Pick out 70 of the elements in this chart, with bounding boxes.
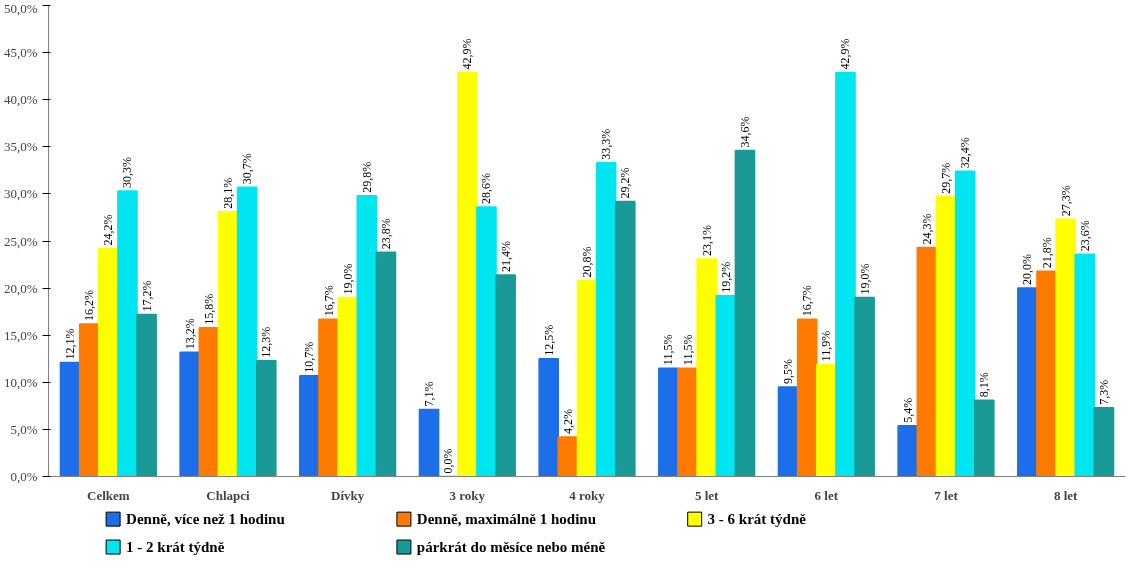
legend-label: 1 - 2 krát týdně (126, 539, 225, 556)
data-label: 28,1% (221, 177, 235, 209)
x-tick-label: 4 roky (569, 487, 606, 503)
data-label: 15,8% (201, 293, 216, 325)
y-tick-label: 25,0% (3, 233, 38, 249)
y-tick-label: 5,0% (10, 421, 38, 437)
data-label: 27,3% (1058, 185, 1073, 217)
x-tick-label: Dívky (331, 487, 365, 503)
data-label: 21,8% (1039, 237, 1054, 269)
x-tick-label: Chlapci (206, 487, 251, 503)
x-tick-label: 8 let (1053, 487, 1079, 503)
data-label: 11,5% (661, 334, 676, 366)
data-label: 16,7% (800, 285, 815, 317)
data-label: 19,2% (718, 261, 733, 293)
data-label: 24,3% (919, 213, 934, 245)
data-label: 4,2% (560, 408, 575, 434)
data-label: 30,3% (120, 157, 135, 189)
data-label: 23,1% (699, 224, 714, 256)
x-tick-label: Celkem (87, 487, 130, 503)
legend-label: Denně, více než 1 hodinu (126, 511, 285, 528)
data-label: 16,7% (321, 285, 336, 317)
y-tick-label: 20,0% (3, 280, 38, 296)
data-label: 5,4% (900, 397, 915, 423)
data-label: 0,0% (441, 448, 456, 474)
y-tick-label: 40,0% (3, 92, 38, 108)
y-tick-label: 0,0% (10, 469, 38, 484)
y-tick-label: 15,0% (3, 327, 38, 343)
x-tick-label: 6 let (814, 487, 839, 503)
x-tick-label: 3 roky (449, 487, 486, 503)
legend-label: párkrát do měsíce nebo méně (416, 539, 606, 556)
data-label: 19,0% (340, 263, 355, 295)
x-tick-label: 7 let (934, 487, 959, 503)
data-label: 20,8% (580, 246, 594, 278)
data-label: 29,7% (939, 162, 953, 194)
data-label: 24,2% (101, 214, 116, 246)
data-label: 11,5% (680, 334, 695, 366)
y-tick-label: 50,0% (3, 0, 38, 16)
y-tick-label: 30,0% (3, 186, 38, 202)
data-label: 30,7% (240, 153, 255, 185)
data-label: 28,6% (479, 173, 494, 205)
data-label: 9,5% (781, 359, 796, 385)
data-label: 19,0% (857, 263, 872, 295)
data-label: 13,2% (182, 318, 197, 350)
legend-label: Denně, maximálně 1 hodinu (416, 511, 597, 528)
data-label: 33,3% (599, 128, 614, 160)
data-label: 29,8% (359, 161, 374, 193)
data-label: 21,4% (498, 240, 513, 272)
data-label: 8,1% (977, 372, 992, 398)
data-label: 12,3% (259, 326, 274, 358)
data-label: 7,1% (422, 381, 437, 407)
x-tick-label: 5 let (694, 487, 720, 503)
data-label: 29,2% (618, 167, 633, 199)
data-label: 32,4% (958, 137, 973, 169)
y-tick-label: 10,0% (3, 374, 38, 390)
legend-label: 3 - 6 krát týdně (707, 511, 807, 528)
data-label: 23,8% (378, 218, 393, 250)
data-label: 11,9% (819, 330, 834, 362)
data-label: 42,9% (460, 38, 475, 70)
data-label: 12,5% (541, 324, 556, 356)
data-label: 16,2% (82, 289, 97, 321)
y-tick-label: 45,0% (3, 45, 38, 61)
data-label: 42,9% (838, 38, 853, 70)
data-label: 20,0% (1020, 254, 1035, 286)
data-label: 34,6% (737, 116, 752, 148)
data-label: 23,6% (1077, 220, 1092, 252)
data-label: 10,7% (302, 341, 317, 373)
y-tick-label: 35,0% (3, 139, 38, 155)
data-label: 17,2% (139, 280, 154, 312)
data-label: 7,3% (1096, 379, 1111, 405)
data-label: 12,1% (63, 328, 78, 360)
